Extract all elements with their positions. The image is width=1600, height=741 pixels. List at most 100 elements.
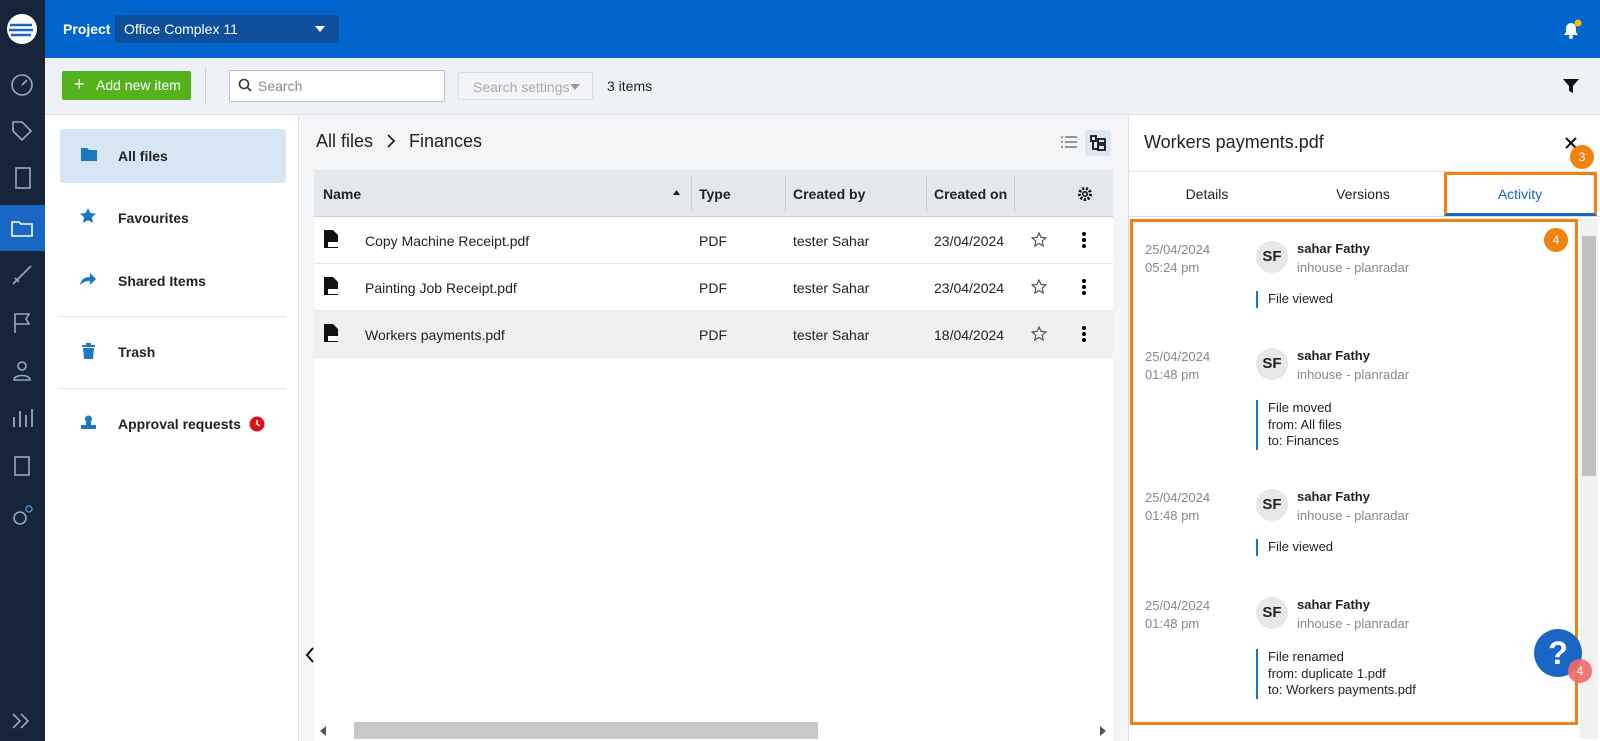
search-settings[interactable]: Search settings xyxy=(458,72,593,100)
user-org: inhouse - planradar xyxy=(1297,508,1410,523)
cell: PDF xyxy=(699,327,727,343)
user-name: sahar Fathy xyxy=(1297,489,1370,504)
activity-time: 01:48 pm xyxy=(1145,616,1200,631)
tab[interactable]: Activity xyxy=(1497,186,1543,202)
col-divider xyxy=(926,176,927,212)
pdf-icon xyxy=(324,230,338,248)
table-row[interactable]: Workers payments.pdf PDF tester Sahar 18/04… xyxy=(314,311,1113,358)
col-divider xyxy=(785,176,786,212)
activity-line: File moved xyxy=(1268,400,1332,415)
tree-view[interactable] xyxy=(1085,130,1111,156)
active-tab[interactable] xyxy=(1444,172,1597,216)
v-scrollbar[interactable] xyxy=(1580,219,1598,739)
icon-bar xyxy=(0,0,45,741)
activity-time: 01:48 pm xyxy=(1145,508,1200,523)
activity-line: from: duplicate 1.pdf xyxy=(1268,665,1386,681)
activity-detail: File viewed xyxy=(1256,291,1333,308)
separator xyxy=(60,316,286,317)
user-org: inhouse - planradar xyxy=(1297,260,1410,275)
list-view[interactable] xyxy=(1061,135,1077,149)
user-name: sahar Fathy xyxy=(1297,597,1370,612)
items-count: 3 items xyxy=(607,78,653,94)
breadcrumb-separator xyxy=(387,134,396,148)
trash-icon xyxy=(82,343,95,359)
column-header[interactable]: Created by xyxy=(793,186,866,202)
column-header[interactable]: Name xyxy=(323,186,362,202)
divider xyxy=(205,68,206,104)
pending-icon xyxy=(249,416,265,432)
nav-settings[interactable] xyxy=(9,503,35,529)
activity-date: 25/04/2024 xyxy=(1145,242,1211,257)
nav-stats[interactable] xyxy=(9,405,35,431)
favourite[interactable] xyxy=(1030,231,1048,251)
nav-item[interactable]: All files xyxy=(118,148,168,164)
project-name: Office Complex 11 xyxy=(124,21,238,37)
filter-icon[interactable] xyxy=(1563,78,1579,94)
activity-line: to: Workers payments.pdf xyxy=(1268,682,1416,697)
table-row[interactable]: Painting Job Receipt.pdf PDF tester Sahar 2… xyxy=(314,264,1113,311)
nav-tags[interactable] xyxy=(9,118,35,144)
column-header[interactable]: Type xyxy=(699,186,731,202)
favourite[interactable] xyxy=(1030,278,1048,298)
activity-line: File renamed xyxy=(1268,649,1344,664)
cell: tester Sahar xyxy=(793,280,870,296)
table-row[interactable]: Copy Machine Receipt.pdf PDF tester Sahar 2… xyxy=(314,217,1113,264)
nav-item[interactable]: Trash xyxy=(118,344,156,360)
col-divider xyxy=(1014,176,1015,212)
pdf-icon xyxy=(324,324,338,342)
search-icon xyxy=(238,78,252,92)
add-button-label: Add new item xyxy=(96,77,181,93)
nav-plans[interactable] xyxy=(9,262,35,288)
nav-dashboard[interactable] xyxy=(9,72,35,98)
collapse-panel[interactable] xyxy=(305,647,315,663)
activity-date: 25/04/2024 xyxy=(1145,349,1211,364)
avatar: SF xyxy=(1256,348,1288,380)
scroll-left[interactable] xyxy=(320,726,328,736)
cell: 23/04/2024 xyxy=(934,280,1005,296)
step-badge: 4 xyxy=(1544,228,1568,252)
favourite[interactable] xyxy=(1030,325,1048,345)
nav-expand[interactable] xyxy=(9,708,35,734)
user-org: inhouse - planradar xyxy=(1297,616,1410,631)
nav-users[interactable] xyxy=(9,357,35,383)
avatar: SF xyxy=(1256,241,1288,273)
avatar: SF xyxy=(1256,489,1288,521)
nav-flags[interactable] xyxy=(9,310,35,336)
row-menu[interactable] xyxy=(1082,232,1086,251)
breadcrumb[interactable]: All files xyxy=(316,131,374,151)
activity-time: 05:24 pm xyxy=(1145,260,1200,275)
h-scrollbar[interactable] xyxy=(354,722,818,739)
project-select[interactable]: Office Complex 11 xyxy=(115,15,339,43)
cell: tester Sahar xyxy=(793,327,870,343)
row-menu[interactable] xyxy=(1082,326,1086,345)
user-org: inhouse - planradar xyxy=(1297,367,1410,382)
search-settings-label: Search settings xyxy=(473,79,570,95)
scroll-right[interactable] xyxy=(1098,726,1106,736)
activity-date: 25/04/2024 xyxy=(1145,598,1211,613)
nav-files[interactable] xyxy=(9,215,35,241)
nav-reports[interactable] xyxy=(9,165,35,191)
tab[interactable]: Versions xyxy=(1336,186,1390,202)
nav-item[interactable]: Approval requests xyxy=(118,416,241,432)
search-box[interactable]: Search xyxy=(229,70,445,102)
nav-item[interactable]: Shared Items xyxy=(118,273,206,289)
column-header[interactable]: Created on xyxy=(934,186,1008,202)
nav-item[interactable]: Favourites xyxy=(118,210,189,226)
plus-icon: + xyxy=(74,74,85,94)
step-badge: 3 xyxy=(1570,145,1594,169)
nav-forms[interactable] xyxy=(9,452,35,478)
user-name: sahar Fathy xyxy=(1297,241,1370,256)
column-settings[interactable] xyxy=(1077,186,1093,202)
activity-line: from: All files xyxy=(1268,416,1342,432)
project-label: Project xyxy=(63,21,111,37)
dropdown-arrow xyxy=(570,84,580,90)
notifications[interactable] xyxy=(1560,19,1582,41)
activity-line: File viewed xyxy=(1268,291,1334,306)
add-button[interactable]: + Add new item xyxy=(62,71,191,100)
cell: Workers payments.pdf xyxy=(365,327,505,343)
row-menu[interactable] xyxy=(1082,279,1086,298)
folder-icon xyxy=(81,148,97,161)
tab[interactable]: Details xyxy=(1185,186,1229,202)
activity-highlight xyxy=(1130,219,1578,725)
activity-line: File viewed xyxy=(1268,539,1334,554)
